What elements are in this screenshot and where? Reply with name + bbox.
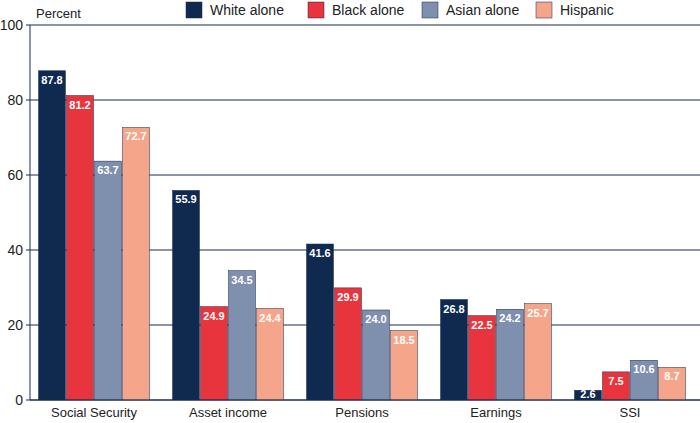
data-label: 41.6: [309, 247, 330, 259]
bar: [335, 288, 362, 400]
legend-label: Asian alone: [446, 2, 519, 18]
data-label: 22.5: [471, 319, 492, 331]
data-label: 24.9: [203, 310, 224, 322]
bar: [391, 331, 418, 400]
bar: [201, 307, 228, 400]
data-label: 24.4: [259, 312, 281, 324]
bar: [229, 271, 256, 400]
tick-label: 60: [7, 167, 23, 183]
data-label: 81.2: [69, 99, 90, 111]
bar: [123, 127, 150, 400]
legend-label: White alone: [210, 2, 284, 18]
bar: [173, 190, 200, 400]
category-label: Social Security: [51, 405, 137, 420]
data-label: 29.9: [337, 291, 358, 303]
bar: [67, 96, 94, 401]
legend-label: Black alone: [332, 2, 405, 18]
data-label: 8.7: [664, 370, 679, 382]
legend-swatch: [536, 2, 552, 18]
bar: [603, 372, 630, 400]
grid-line: [30, 100, 700, 101]
data-label: 55.9: [175, 193, 196, 205]
bar: [307, 244, 334, 400]
y-axis: [30, 25, 31, 400]
x-axis: [30, 400, 700, 401]
data-label: 24.0: [365, 313, 386, 325]
data-label: 7.5: [608, 375, 623, 387]
tick-label: 100: [0, 17, 23, 33]
tick-label: 40: [7, 242, 23, 258]
legend-swatch: [186, 2, 202, 18]
bar: [469, 316, 496, 400]
bar: [525, 304, 552, 400]
bar: [39, 71, 66, 400]
bar: [363, 310, 390, 400]
tick-mark: [26, 25, 30, 26]
grid: [26, 25, 700, 400]
data-labels: 87.8 81.2 63.7 72.7 55.9 24.9 34.5 24.4 41.6 29.9…: [41, 74, 679, 400]
data-label: 72.7: [125, 130, 146, 142]
tick-mark: [26, 250, 30, 251]
chart-svg: 0 20 40 60 80 100 Percent 87.8 81.2 63.7 72.7 55.9 2…: [0, 0, 700, 423]
grid-line: [30, 25, 700, 26]
bars: [39, 71, 686, 400]
category-label: Earnings: [470, 405, 522, 420]
data-label: 18.5: [393, 334, 414, 346]
tick-label: 80: [7, 92, 23, 108]
data-label: 10.6: [633, 363, 654, 375]
data-label: 25.7: [527, 307, 548, 319]
data-label: 63.7: [97, 164, 118, 176]
bar: [497, 309, 524, 400]
legend-swatch: [422, 2, 438, 18]
legend: White alone Black alone Asian alone Hispani…: [186, 2, 614, 18]
legend-label: Hispanic: [560, 2, 614, 18]
bar: [631, 360, 658, 400]
data-label: 34.5: [231, 274, 252, 286]
category-label: Asset income: [189, 405, 267, 420]
tick-mark: [26, 175, 30, 176]
data-label: 2.6: [580, 388, 595, 400]
bar: [441, 300, 468, 401]
bar: [257, 309, 284, 401]
legend-swatch: [308, 2, 324, 18]
data-label: 87.8: [41, 74, 62, 86]
tick-label: 0: [15, 392, 23, 408]
category-label: Pensions: [335, 405, 389, 420]
grid-line: [30, 400, 700, 401]
category-label: SSI: [620, 405, 641, 420]
bar: [659, 367, 686, 400]
tick-mark: [26, 100, 30, 101]
tick-mark: [26, 400, 30, 401]
tick-mark: [26, 325, 30, 326]
bar: [95, 161, 122, 400]
tick-label: 20: [7, 317, 23, 333]
data-label: 24.2: [499, 312, 520, 324]
chart-container: 0 20 40 60 80 100 Percent 87.8 81.2 63.7 72.7 55.9 2…: [0, 0, 700, 423]
data-label: 26.8: [443, 303, 464, 315]
axis-label: Percent: [36, 6, 81, 21]
